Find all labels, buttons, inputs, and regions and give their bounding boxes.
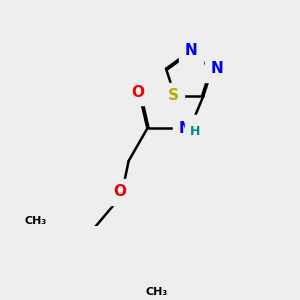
Text: CH₃: CH₃ [25,216,47,226]
Text: H: H [190,125,200,138]
Text: S: S [167,88,178,104]
Text: CH₃: CH₃ [145,287,167,297]
Text: O: O [131,85,145,100]
Text: N: N [184,43,197,58]
Text: O: O [113,184,126,199]
Text: N: N [178,121,191,136]
Text: N: N [210,61,223,76]
